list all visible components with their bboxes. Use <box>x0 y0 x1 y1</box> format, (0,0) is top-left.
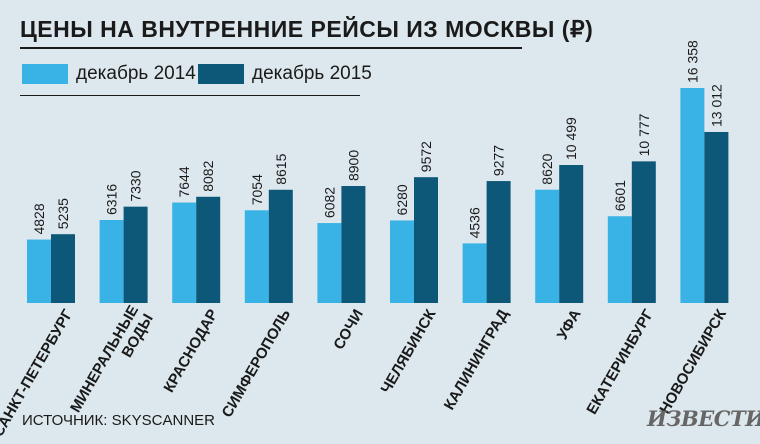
value-label-1-1: 4828 <box>31 203 47 234</box>
value-label-1-10: 16 358 <box>684 40 700 83</box>
value-label-1-4: 7054 <box>249 174 265 205</box>
category-label-2: МИНЕРАЛЬНЫЕВОДЫ <box>67 303 157 424</box>
legend-item-2014: декабрь 2014 <box>22 62 196 86</box>
category-label-line: ЧЕЛЯБИНСК <box>378 306 440 397</box>
izvestia-logo: ИЗВЕСТИЯ <box>647 406 760 431</box>
value-label-1-3: 7644 <box>176 166 192 197</box>
bar-2-6 <box>414 177 438 303</box>
value-label-2-3: 8082 <box>200 160 216 191</box>
value-label-1-7: 4536 <box>467 207 483 238</box>
bar-2-3 <box>196 196 221 303</box>
title-rule <box>20 47 522 49</box>
bar-2-10 <box>704 131 729 303</box>
bar-1-5 <box>317 223 342 303</box>
value-label-2-8: 10 499 <box>563 117 579 160</box>
bar-1-3 <box>172 202 197 303</box>
category-label-line: ЕКАТЕРИНБУРГ <box>583 306 657 417</box>
bar-2-9 <box>631 161 656 303</box>
value-label-1-2: 6316 <box>104 184 120 215</box>
legend-rule <box>20 95 360 96</box>
bar-2-5 <box>341 186 366 303</box>
category-label-7: КАЛИНИНГРАД <box>441 306 512 413</box>
bar-2-8 <box>559 165 584 303</box>
category-label-3: КРАСНОДАР <box>160 307 221 396</box>
bar-2-1 <box>51 234 75 303</box>
bar-1-2 <box>99 219 124 303</box>
category-label-line: КАЛИНИНГРАД <box>441 306 512 413</box>
value-label-2-6: 9572 <box>418 141 434 172</box>
bar-1-10 <box>680 88 705 303</box>
value-label-2-9: 10 777 <box>636 113 652 156</box>
category-label-line: НОВОСИБИРСК <box>656 306 730 417</box>
bar-1-4 <box>244 210 269 303</box>
value-label-2-7: 9277 <box>491 145 507 176</box>
category-label-line: УФА <box>554 306 585 342</box>
bar-1-6 <box>390 220 414 303</box>
category-label-line: СОЧИ <box>330 307 366 353</box>
bar-1-1 <box>27 239 51 303</box>
legend-label-2015: декабрь 2015 <box>252 63 372 84</box>
legend-swatch-2015 <box>198 64 244 84</box>
legend-swatch-2014 <box>22 64 68 84</box>
bar-2-2 <box>123 206 148 303</box>
bar-2-7 <box>486 181 511 303</box>
chart-title: ЦЕНЫ НА ВНУТРЕННИЕ РЕЙСЫ ИЗ МОСКВЫ (₽) <box>20 16 594 42</box>
value-label-2-1: 5235 <box>55 198 71 229</box>
value-label-2-4: 8615 <box>273 153 289 184</box>
value-label-1-6: 6280 <box>394 184 410 215</box>
value-label-1-9: 6601 <box>612 180 628 211</box>
bar-1-7 <box>462 243 487 303</box>
value-label-1-5: 6082 <box>321 187 337 218</box>
value-label-2-5: 8900 <box>345 150 361 181</box>
category-label-5: СОЧИ <box>330 307 366 353</box>
category-label-8: УФА <box>554 306 585 342</box>
legend-item-2015: декабрь 2015 <box>198 62 372 86</box>
category-label-4: СИМФЕРОПОЛЬ <box>219 306 295 420</box>
category-label-line: КРАСНОДАР <box>160 307 221 396</box>
category-label-9: ЕКАТЕРИНБУРГ <box>583 306 657 417</box>
value-label-2-10: 13 012 <box>708 84 724 127</box>
legend-label-2014: декабрь 2014 <box>76 63 196 84</box>
category-label-6: ЧЕЛЯБИНСК <box>378 306 440 397</box>
value-label-2-2: 7330 <box>128 170 144 201</box>
category-label-10: НОВОСИБИРСК <box>656 306 730 417</box>
bar-1-8 <box>535 189 560 303</box>
value-label-1-8: 8620 <box>539 153 555 184</box>
category-label-line: СИМФЕРОПОЛЬ <box>219 306 295 420</box>
bar-1-9 <box>607 216 632 303</box>
source-note: ИСТОЧНИК: SKYSCANNER <box>22 412 215 429</box>
bar-2-4 <box>268 189 293 303</box>
